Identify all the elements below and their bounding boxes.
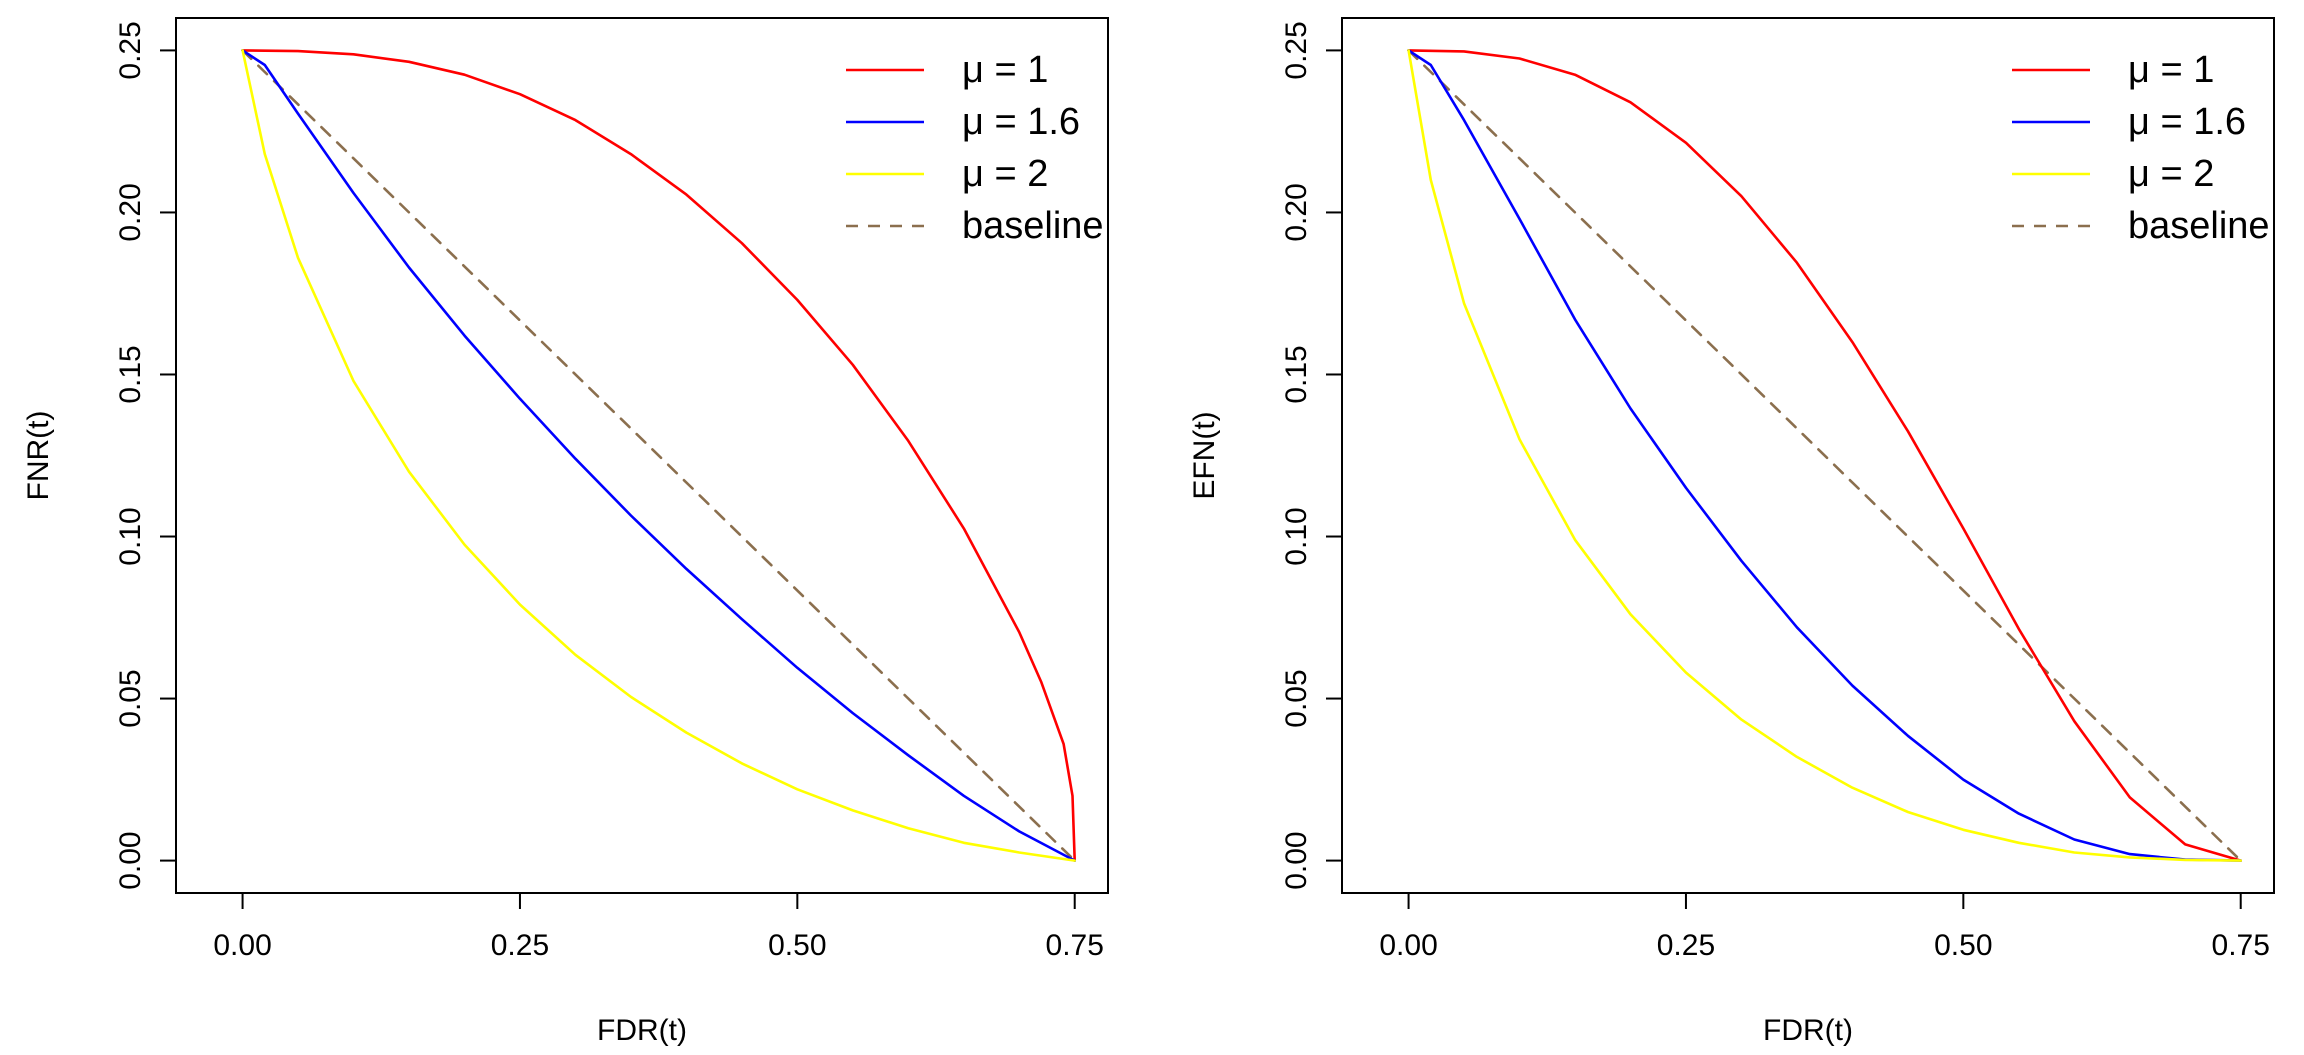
legend-label: μ = 1 [2128, 49, 2214, 91]
y-tick-label: 0.25 [114, 21, 147, 79]
x-tick-label: 0.25 [1657, 929, 1715, 962]
series-line-mu-1 [241, 49, 1076, 862]
y-axis-title: EFN(t) [1188, 411, 1221, 499]
legend-label: μ = 2 [962, 153, 1048, 195]
y-axis-title: FNR(t) [22, 411, 55, 501]
y-tick-label: 0.00 [114, 831, 147, 889]
y-tick-label: 0.25 [1280, 21, 1313, 79]
y-tick-label: 0.15 [1280, 345, 1313, 403]
x-tick-label: 0.75 [2212, 929, 2270, 962]
series-line-mu-1-6 [241, 49, 1076, 862]
series-line-baseline [1407, 49, 2242, 862]
y-tick-label: 0.20 [1280, 183, 1313, 241]
y-tick-label: 0.00 [1280, 831, 1313, 889]
x-tick-label: 0.50 [1934, 929, 1992, 962]
series-line-baseline [241, 49, 1076, 862]
legend-label: μ = 1.6 [962, 101, 1080, 143]
x-tick-label: 0.00 [213, 929, 271, 962]
x-tick-label: 0.25 [491, 929, 549, 962]
series-line-mu-1 [1407, 49, 2242, 862]
chart-panel-1: 0.00 0.25 0.50 0.75 0.00 0.05 0.10 0.15 0.20 0.25… [22, 17, 1109, 1047]
y-tick-label: 0.10 [114, 507, 147, 565]
legend-label: baseline [962, 205, 1104, 247]
x-tick-label: 0.50 [768, 929, 826, 962]
y-tick-label: 0.20 [114, 183, 147, 241]
x-axis-title: FDR(t) [597, 1014, 687, 1047]
x-tick-label: 0.00 [1379, 929, 1437, 962]
y-tick-label: 0.15 [114, 345, 147, 403]
x-tick-label: 0.75 [1046, 929, 1104, 962]
x-axis-title: FDR(t) [1763, 1014, 1853, 1047]
legend: μ = 1 μ = 1.6 μ = 2 baseline [2012, 49, 2270, 247]
series-line-mu-2 [1407, 49, 2242, 862]
chart-panel-2: 0.00 0.25 0.50 0.75 0.00 0.05 0.10 0.15 0.20 0.25… [1188, 17, 2275, 1047]
legend-label: μ = 2 [2128, 153, 2214, 195]
y-tick-label: 0.10 [1280, 507, 1313, 565]
legend-label: μ = 1.6 [2128, 101, 2246, 143]
y-tick-label: 0.05 [1280, 669, 1313, 727]
series-line-mu-2 [241, 49, 1076, 862]
series-line-mu-1-6 [1407, 49, 2242, 862]
legend: μ = 1 μ = 1.6 μ = 2 baseline [846, 49, 1104, 247]
legend-label: μ = 1 [962, 49, 1048, 91]
legend-label: baseline [2128, 205, 2270, 247]
plot-frame [175, 17, 1109, 894]
y-tick-label: 0.05 [114, 669, 147, 727]
